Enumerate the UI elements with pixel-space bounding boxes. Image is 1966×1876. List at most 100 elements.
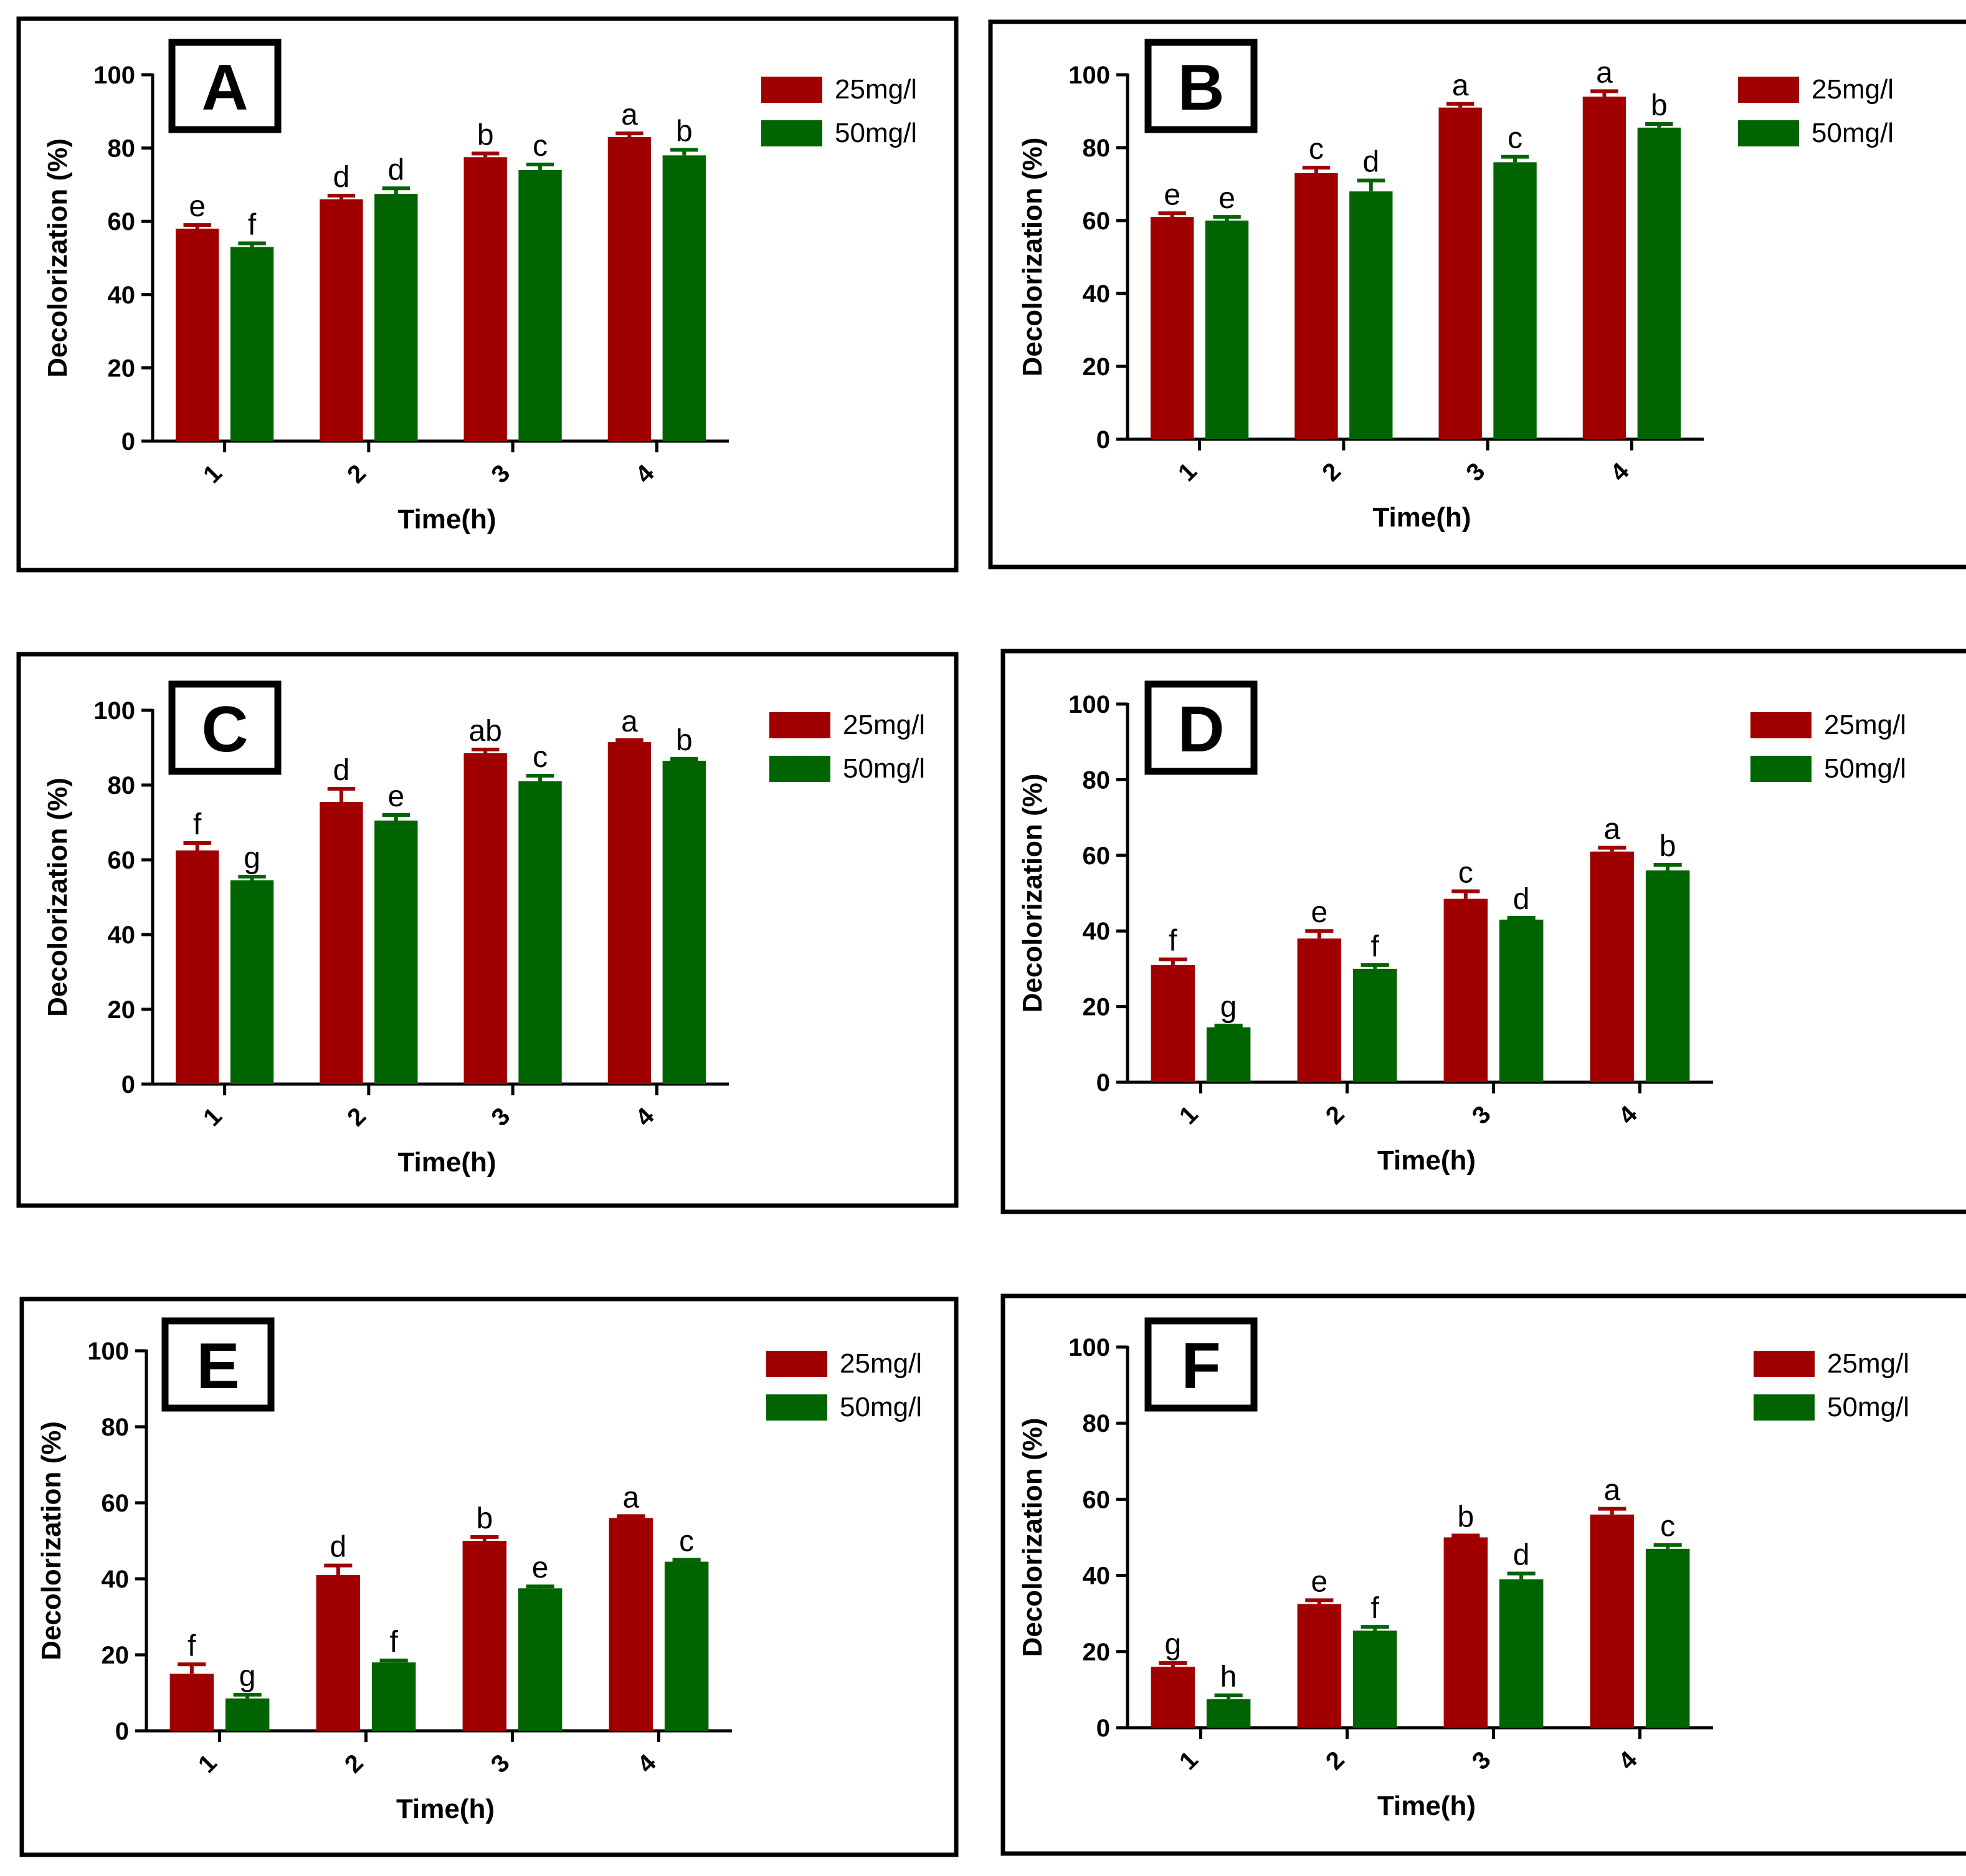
x-tick-label: 1 <box>1174 1100 1204 1130</box>
y-tick-label: 40 <box>1083 918 1111 945</box>
bar-25mgl <box>176 850 219 1084</box>
significance-letter: a <box>1603 813 1620 846</box>
bar-50mgl <box>518 781 562 1084</box>
significance-letter: c <box>1458 856 1473 889</box>
x-tick-label: 2 <box>1321 1746 1350 1775</box>
legend-swatch <box>1738 120 1799 146</box>
bar-25mgl <box>1443 1537 1488 1728</box>
x-tick-label: 4 <box>1613 1746 1643 1775</box>
bar-25mgl <box>169 1674 214 1731</box>
x-tick-label: 4 <box>1613 1100 1643 1130</box>
significance-letter: h <box>1220 1660 1237 1693</box>
panel-label-box <box>168 680 282 775</box>
y-tick-label: 40 <box>1083 280 1111 308</box>
significance-letter: f <box>389 1626 398 1659</box>
y-tick-label: 60 <box>1083 842 1111 870</box>
x-axis-title: Time(h) <box>1377 1145 1476 1176</box>
y-axis-title: Decolorization (%) <box>1017 774 1048 1013</box>
y-tick-label: 20 <box>1083 353 1111 381</box>
y-axis-title: Decolorization (%) <box>1017 138 1048 377</box>
significance-letter: b <box>676 724 693 757</box>
x-axis-title: Time(h) <box>396 1794 495 1824</box>
y-tick-label: 60 <box>108 208 136 236</box>
significance-letter: f <box>1370 1592 1379 1625</box>
bar-50mgl <box>230 880 274 1084</box>
x-tick-label: 1 <box>1173 457 1202 487</box>
bar-50mgl <box>225 1698 270 1731</box>
y-axis-title: Decolorization (%) <box>1017 1418 1048 1657</box>
y-tick-label: 80 <box>1083 1410 1111 1437</box>
y-axis-title: Decolorization (%) <box>42 778 73 1017</box>
bar-50mgl <box>1205 221 1249 439</box>
x-tick-label: 1 <box>1174 1746 1204 1775</box>
legend-swatch <box>1754 1394 1815 1421</box>
bar-50mgl <box>1637 127 1681 439</box>
legend-swatch <box>769 756 830 782</box>
y-tick-label: 100 <box>93 62 135 89</box>
bar-25mgl <box>176 228 219 441</box>
significance-letter: e <box>1311 1565 1327 1598</box>
bar-25mgl <box>320 802 363 1084</box>
y-tick-label: 20 <box>102 1642 130 1669</box>
bar-25mgl <box>1590 851 1635 1082</box>
bar-25mgl <box>1590 1514 1635 1728</box>
significance-letter: a <box>621 98 638 131</box>
panel-d: D 0 20 40 60 80 100 Decolorization (%) 1 f g 2 e f 3 c d… <box>1000 649 1966 1214</box>
significance-letter: d <box>330 1531 346 1564</box>
panel-label-box <box>168 39 282 133</box>
legend-swatch <box>761 77 822 103</box>
y-tick-label: 0 <box>1096 1069 1110 1097</box>
x-tick-label: 1 <box>193 1749 222 1778</box>
bar-50mgl <box>1645 870 1690 1082</box>
panel-label: B <box>1177 52 1224 124</box>
y-tick-label: 60 <box>1083 1486 1111 1513</box>
bar-25mgl <box>463 157 507 442</box>
y-tick-label: 80 <box>1083 135 1111 162</box>
bar-25mgl <box>607 136 652 441</box>
panel-label: A <box>201 52 248 124</box>
legend-label: 50mg/l <box>835 118 917 148</box>
legend-label: 50mg/l <box>1812 118 1894 148</box>
significance-letter: c <box>1660 1510 1675 1543</box>
legend-swatch <box>761 120 822 146</box>
legend-label: 25mg/l <box>1827 1348 1909 1379</box>
panel-frame <box>1000 1293 1966 1856</box>
bar-25mgl <box>1297 938 1342 1082</box>
significance-letter: a <box>1596 56 1613 89</box>
y-tick-label: 60 <box>1083 207 1111 235</box>
x-tick-label: 3 <box>487 459 516 488</box>
bar-25mgl <box>1151 1667 1195 1728</box>
bar-50mgl <box>1493 162 1537 439</box>
x-tick-label: 3 <box>1467 1746 1496 1775</box>
x-tick-label: 1 <box>198 459 227 488</box>
bar-25mgl <box>1297 1604 1342 1728</box>
x-tick-label: 4 <box>630 459 660 488</box>
significance-letter: c <box>679 1525 694 1558</box>
bar-25mgl <box>1151 217 1194 439</box>
x-tick-label: 4 <box>632 1749 662 1778</box>
y-tick-label: 0 <box>121 1071 135 1098</box>
bar-25mgl <box>1294 173 1338 439</box>
bar-25mgl <box>462 1541 507 1731</box>
legend-label: 50mg/l <box>843 753 925 784</box>
panel-a: A 0 20 40 60 80 100 Decolorization (%) 1 e f 2 d d 3 b c… <box>16 16 959 573</box>
significance-letter: d <box>333 754 350 787</box>
bar-50mgl <box>374 821 418 1084</box>
panel-frame <box>988 19 1966 569</box>
bar-25mgl <box>1438 107 1482 439</box>
significance-letter: f <box>193 808 202 841</box>
y-tick-label: 20 <box>1083 994 1111 1021</box>
bar-25mgl <box>1582 97 1626 440</box>
panel-label-box <box>1144 39 1258 133</box>
legend-swatch <box>1750 756 1812 782</box>
y-tick-label: 20 <box>1083 1639 1111 1666</box>
significance-letter: a <box>622 1481 639 1514</box>
y-tick-label: 40 <box>1083 1563 1111 1590</box>
y-tick-label: 0 <box>1096 1715 1110 1742</box>
significance-letter: f <box>248 208 257 241</box>
bar-50mgl <box>518 1588 563 1731</box>
y-tick-label: 60 <box>108 847 136 874</box>
y-tick-label: 80 <box>1083 766 1111 794</box>
bar-50mgl <box>1352 968 1397 1082</box>
y-tick-label: 100 <box>93 697 135 725</box>
